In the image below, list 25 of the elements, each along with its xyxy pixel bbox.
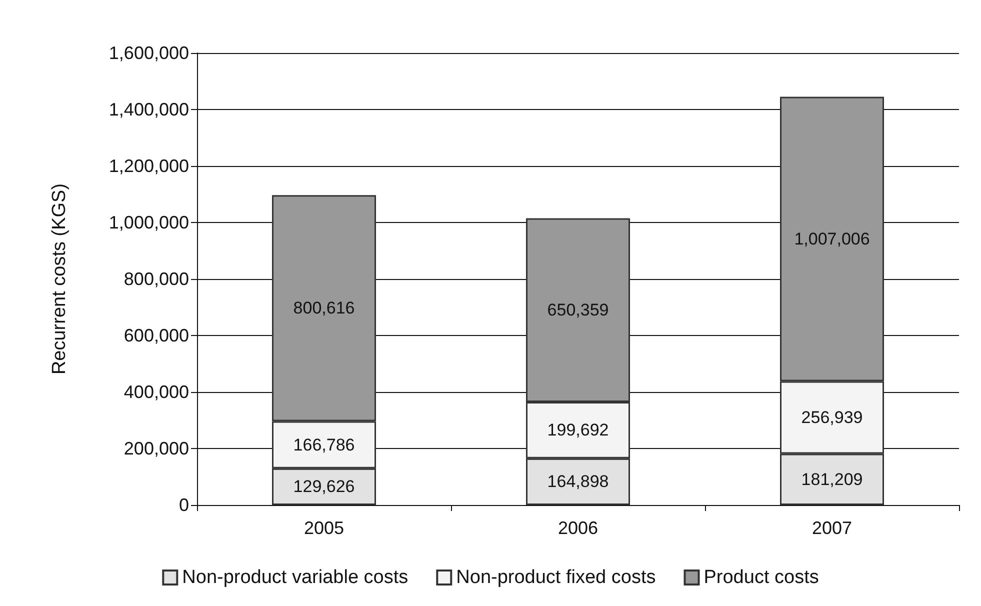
y-tick-label: 1,400,000 [108,100,189,120]
y-tick-label: 600,000 [124,326,189,346]
y-tick-label: 400,000 [124,382,189,402]
y-tick-label: 800,000 [124,269,189,289]
data-label: 256,939 [801,408,863,428]
legend-label: Non-product variable costs [182,567,408,588]
x-tick-label: 2005 [304,518,344,538]
data-label: 199,692 [547,420,609,440]
y-tick-label: 1,200,000 [108,156,189,176]
x-tick-label: 2006 [558,518,598,538]
x-tick-label: 2007 [812,518,852,538]
data-label: 800,616 [293,298,355,318]
data-label: 129,626 [293,477,355,496]
legend-label: Non-product fixed costs [456,567,656,588]
y-tick-label: 1,000,000 [108,212,189,232]
legend-label: Product costs [704,567,819,588]
y-axis-title: Recurrent costs (KGS) [49,183,70,375]
data-label: 1,007,006 [794,229,870,248]
y-tick-label: 1,600,000 [108,43,189,63]
data-label: 164,898 [547,472,609,492]
data-label: 181,209 [801,470,863,489]
y-tick-label: 0 [178,495,189,515]
data-label: 166,786 [293,435,355,454]
data-label: 650,359 [547,300,609,320]
y-tick-label: 200,000 [124,438,189,458]
